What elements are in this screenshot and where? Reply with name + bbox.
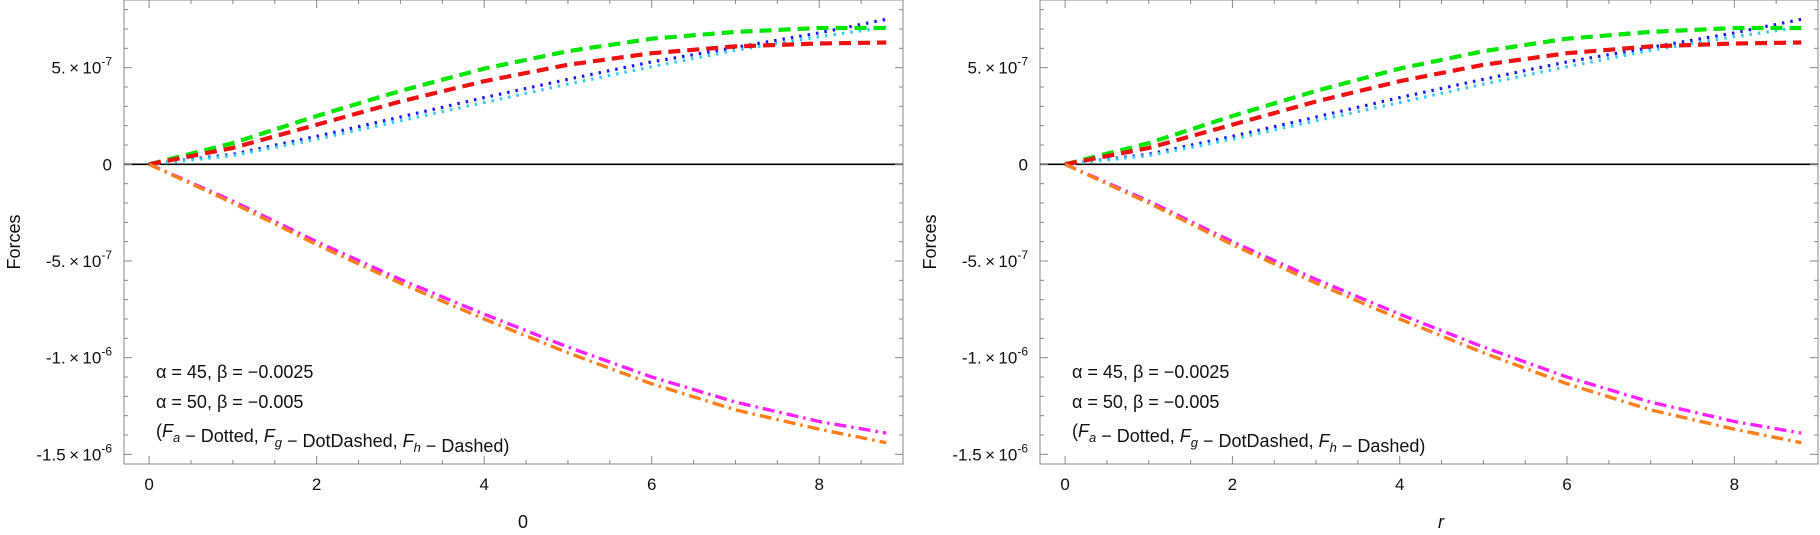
annotation-line-1: α = 50, β = −0.005 bbox=[156, 392, 303, 412]
y-tick-label: -1.5 × 10-6 bbox=[952, 441, 1028, 464]
annotation-line-0: α = 45, β = −0.0025 bbox=[156, 362, 313, 382]
annotation-line-1: α = 50, β = −0.005 bbox=[1072, 392, 1219, 412]
plot-frame bbox=[123, 0, 904, 465]
series-line-dotted-0 bbox=[1064, 17, 1802, 166]
y-tick-label: 0 bbox=[1019, 155, 1028, 174]
series-line-dotted-0 bbox=[148, 17, 887, 166]
series-line-dotted-1 bbox=[148, 25, 887, 166]
series-line-dashed-2 bbox=[148, 25, 887, 167]
y-tick-label: -1.5 × 10-6 bbox=[36, 441, 112, 464]
x-tick-label: 4 bbox=[1395, 475, 1404, 494]
x-tick-label: 0 bbox=[1060, 475, 1069, 494]
series-line-dashed-3 bbox=[148, 40, 887, 167]
x-tick-label: 6 bbox=[1562, 475, 1571, 494]
series-line-dashed-2 bbox=[1064, 25, 1802, 167]
annotation-line-2: (Fa − Dotted, Fg − DotDashed, Fh − Dashe… bbox=[156, 421, 509, 456]
annotation-line-0: α = 45, β = −0.0025 bbox=[1072, 362, 1229, 382]
y-tick-label: -5. × 10-7 bbox=[962, 248, 1028, 271]
chart-panel-left: 0 2 4 6 8 5. × 10-7 0 -5. × 10-7 -1. × 10-6 -1.5 … bbox=[4, 0, 904, 532]
x-axis-title: 0 bbox=[518, 512, 528, 532]
x-tick-label: 6 bbox=[647, 475, 656, 494]
series-line-dotdashed-5 bbox=[1064, 162, 1802, 445]
chart-panel-right: 0 2 4 6 8 5. × 10-7 0 -5. × 10-7 -1. × 10-6 -1.5 … bbox=[920, 0, 1819, 532]
y-tick-label: -1. × 10-6 bbox=[46, 345, 112, 368]
y-axis-title: Forces bbox=[4, 214, 24, 269]
x-tick-label: 8 bbox=[1730, 475, 1739, 494]
y-tick-label: -5. × 10-7 bbox=[46, 248, 112, 271]
x-tick-label: 8 bbox=[815, 475, 824, 494]
y-tick-label: 0 bbox=[103, 155, 112, 174]
annotation-line-2: (Fa − Dotted, Fg − DotDashed, Fh − Dashe… bbox=[1072, 421, 1425, 456]
plot-frame bbox=[1039, 0, 1819, 465]
y-tick-label: -1. × 10-6 bbox=[962, 345, 1028, 368]
y-axis-title: Forces bbox=[920, 214, 940, 269]
series-line-dotdashed-5 bbox=[148, 162, 887, 445]
y-tick-label: 5. × 10-7 bbox=[52, 55, 113, 78]
series-line-dashed-3 bbox=[1064, 40, 1802, 167]
series-line-dotted-1 bbox=[1064, 25, 1802, 166]
x-tick-label: 2 bbox=[312, 475, 321, 494]
y-tick-label: 5. × 10-7 bbox=[968, 55, 1029, 78]
x-axis-title: r bbox=[1438, 512, 1445, 532]
x-tick-label: 0 bbox=[144, 475, 153, 494]
x-tick-label: 2 bbox=[1228, 475, 1237, 494]
x-tick-label: 4 bbox=[479, 475, 488, 494]
